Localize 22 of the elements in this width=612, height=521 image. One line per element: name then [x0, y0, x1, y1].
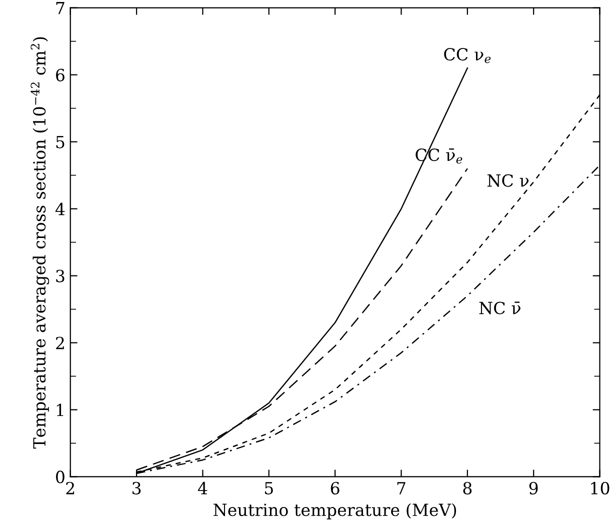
series-label: CC ν$_{e}$: [444, 48, 491, 64]
x-tick-label: 2: [66, 482, 74, 494]
y-tick-label: 7: [56, 2, 64, 14]
y-tick-label: 0: [56, 470, 64, 484]
x-tick-label: 8: [463, 482, 472, 494]
y-tick-label: 1: [56, 404, 64, 416]
x-tick-label: 4: [198, 482, 208, 494]
x-tick-label: 3: [132, 482, 141, 494]
x-tick-label: 9: [529, 482, 538, 494]
x-tick-label: 7: [397, 482, 406, 494]
y-tick-label: 6: [56, 68, 64, 82]
x-tick-label: 5: [265, 482, 273, 494]
x-tick-label: 10: [591, 482, 610, 494]
y-tick-label: 2: [56, 336, 64, 350]
x-tick-label: 6: [330, 482, 340, 494]
x-axis-title: Neutrino temperature (MeV): [214, 503, 456, 520]
y-tick-label: 4: [55, 202, 65, 216]
y-axis-title: Temperature averaged cross section (10$^{−42}$ cm$^{2}$): [30, 37, 50, 449]
series-label: NC ν: [487, 174, 529, 187]
y-tick-label: 3: [56, 270, 64, 282]
y-tick-label: 5: [56, 136, 64, 148]
series-label: NC ν̄: [479, 302, 520, 314]
